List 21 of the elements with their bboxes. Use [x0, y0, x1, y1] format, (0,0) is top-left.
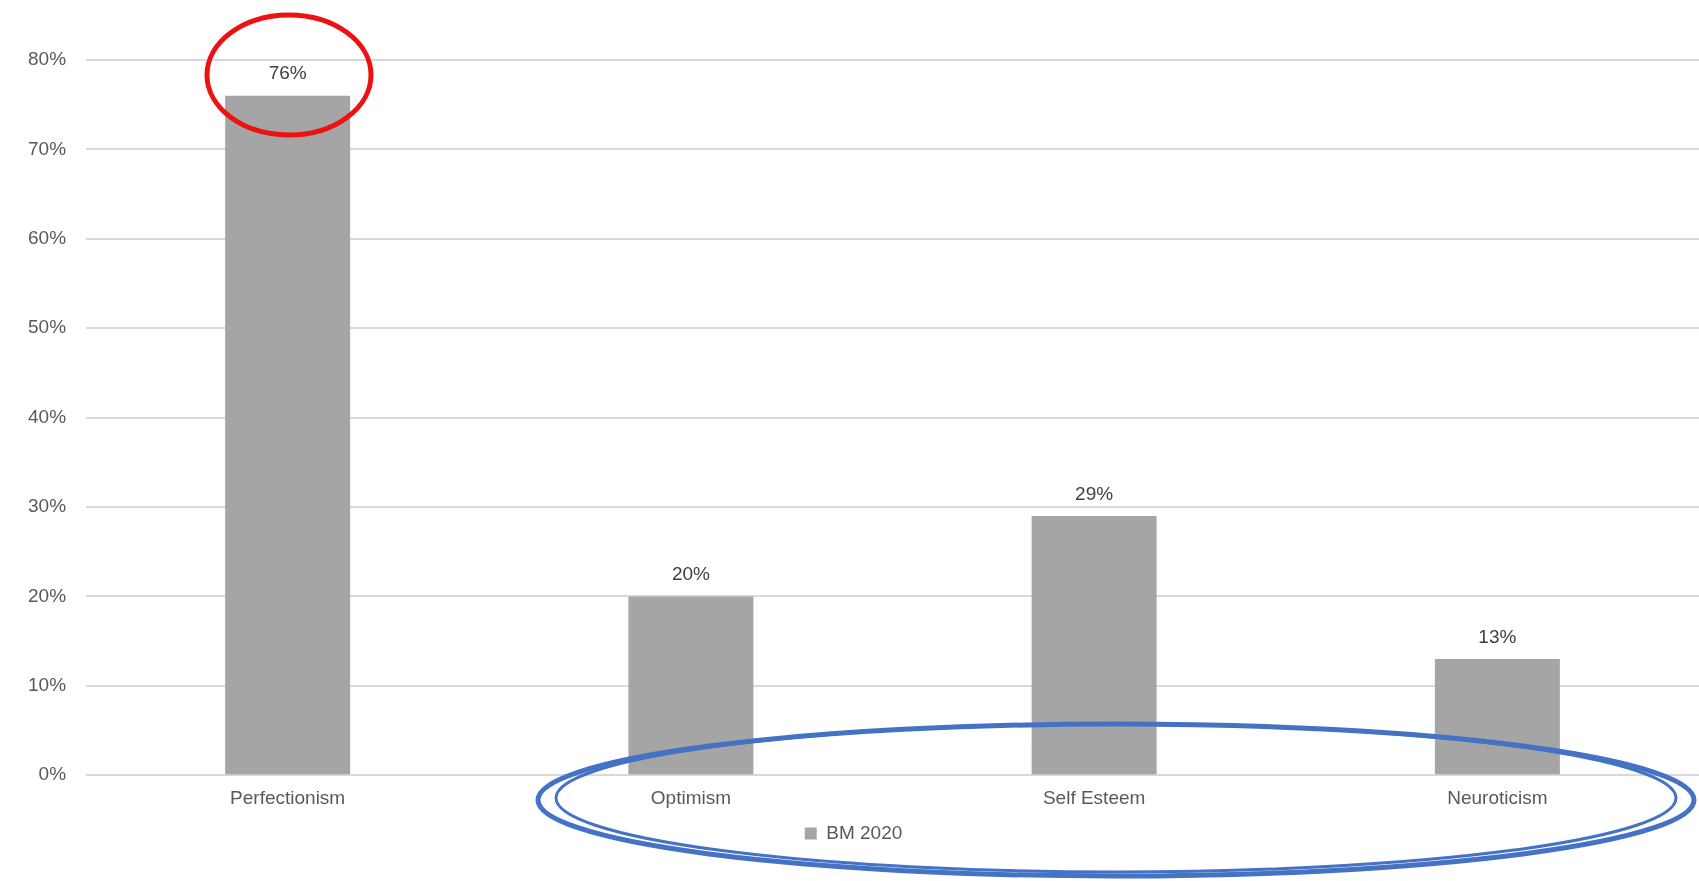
- y-tick-label: 0%: [38, 763, 67, 785]
- bar: [1031, 515, 1157, 775]
- x-tick-label: Self Esteem: [1042, 786, 1146, 808]
- y-tick-label: 10%: [28, 674, 67, 696]
- y-tick-label: 80%: [28, 48, 67, 70]
- x-tick-label: Perfectionism: [230, 786, 346, 808]
- bar: [628, 596, 754, 775]
- y-tick-label: 40%: [28, 405, 67, 427]
- x-tick-label: Optimism: [650, 786, 732, 808]
- data-label: 13%: [1478, 625, 1517, 647]
- data-label: 29%: [1075, 482, 1114, 504]
- y-tick-label: 50%: [28, 316, 67, 338]
- x-tick-label: Neuroticism: [1447, 786, 1548, 808]
- y-tick-label: 20%: [28, 584, 67, 606]
- legend-label: BM 2020: [826, 821, 903, 843]
- y-tick-label: 30%: [28, 495, 67, 517]
- data-label: 76%: [268, 62, 307, 84]
- y-tick-label: 60%: [28, 227, 67, 249]
- bar: [1434, 658, 1560, 775]
- y-tick-label: 70%: [28, 137, 67, 159]
- data-label: 20%: [671, 563, 711, 585]
